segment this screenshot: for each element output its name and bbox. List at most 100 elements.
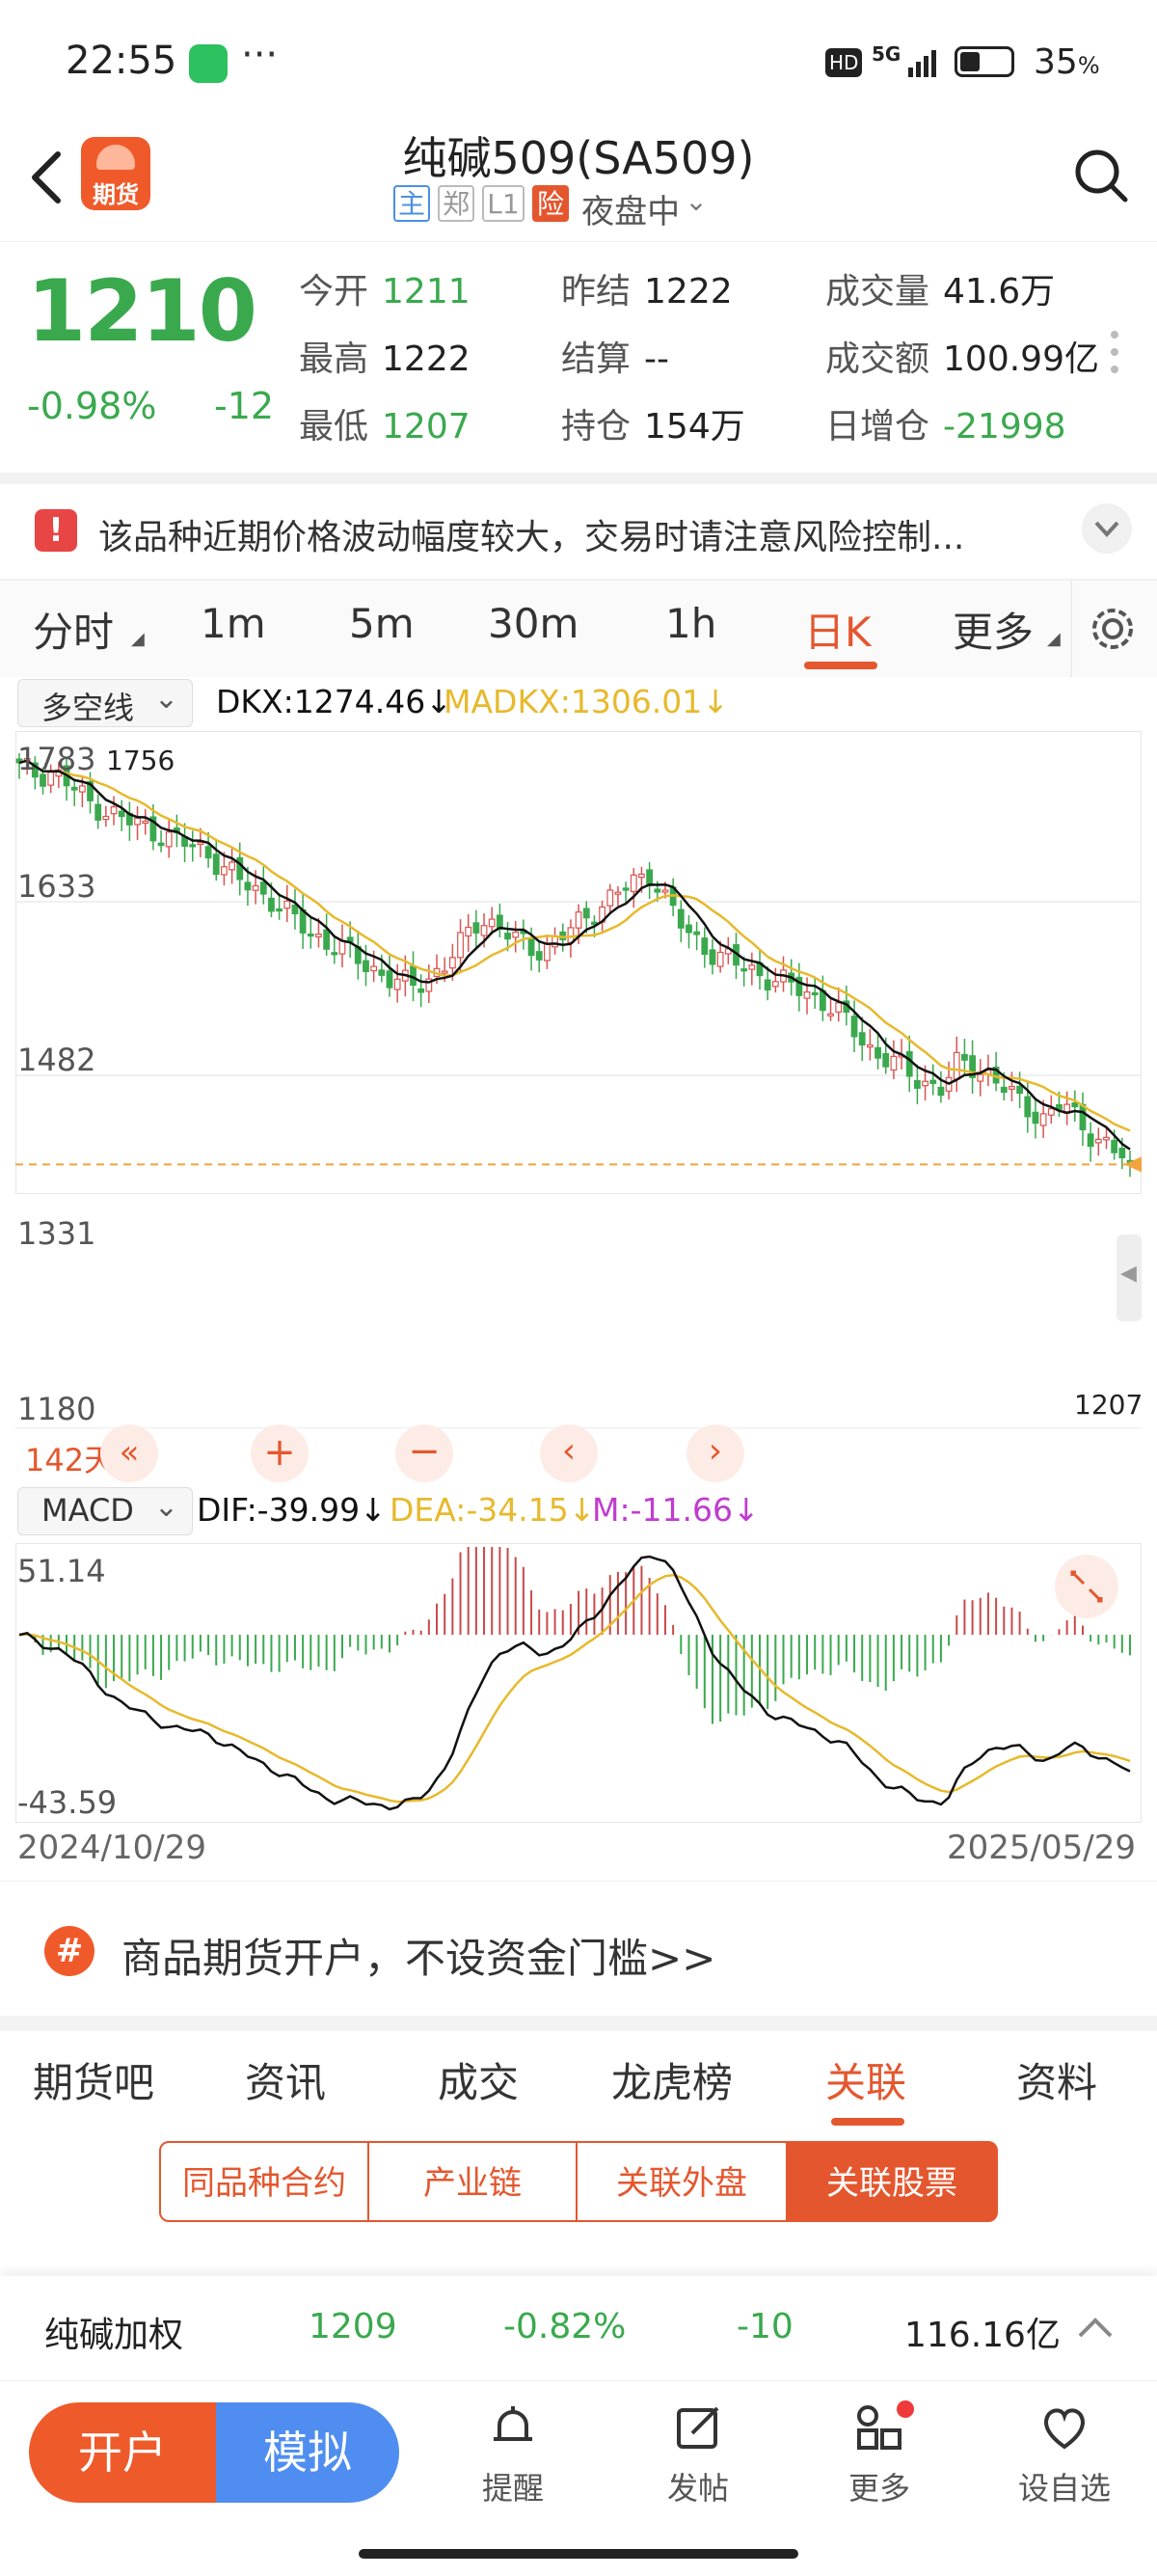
candle-body	[276, 908, 283, 912]
quote-field-label: 今开	[299, 272, 369, 312]
segment-related-stocks[interactable]: 关联股票	[786, 2141, 998, 2222]
active-tab-underline	[831, 2118, 904, 2126]
remind-button[interactable]: 提醒	[455, 2400, 571, 2508]
simulate-button[interactable]: 模拟	[216, 2402, 399, 2503]
more-button[interactable]: 更多	[821, 2400, 937, 2508]
quote-field-value: 41.6万	[943, 272, 1056, 312]
fullscreen-button[interactable]	[1055, 1555, 1118, 1618]
tab-daily-k[interactable]: 日K	[804, 609, 872, 656]
candle-body	[622, 887, 630, 891]
back-button[interactable]	[27, 149, 66, 210]
candle-body	[386, 970, 393, 989]
tab-1h[interactable]: 1h	[665, 600, 717, 647]
candle-body	[370, 965, 378, 972]
quote-field-value: 1207	[382, 407, 471, 447]
more-vertical-icon[interactable]	[1111, 331, 1120, 373]
tab-forum[interactable]: 期货吧	[33, 2059, 155, 2106]
y-label-bottom: 1180	[17, 1391, 96, 1427]
tab-ranking[interactable]: 龙虎榜	[611, 2059, 734, 2106]
candle-body	[1047, 1108, 1055, 1116]
candle-body	[142, 820, 149, 825]
candle-body	[87, 780, 94, 801]
candle-body	[244, 881, 252, 891]
candle-body	[134, 817, 141, 826]
watchlist-button[interactable]: 设自选	[1007, 2400, 1122, 2508]
dea-line	[18, 1573, 1131, 1803]
open-account-button[interactable]: 开户	[29, 2402, 216, 2503]
expand-button[interactable]	[1082, 503, 1132, 554]
macd-min-label: -43.59	[17, 1784, 118, 1821]
tag-level: L1	[482, 185, 525, 222]
post-button[interactable]: 发帖	[640, 2400, 756, 2508]
move-right-button[interactable]: ›	[686, 1424, 744, 1482]
candle-body	[457, 932, 464, 959]
side-collapse-handle[interactable]: ◀	[1117, 1234, 1142, 1321]
candle-body	[1111, 1139, 1118, 1153]
bell-icon	[494, 2406, 532, 2441]
candle-body	[567, 927, 575, 944]
tab-news[interactable]: 资讯	[245, 2059, 327, 2106]
quote-field-value: 100.99亿	[943, 339, 1099, 379]
candle-body	[197, 841, 204, 846]
candle-body	[771, 981, 779, 988]
chevron-down-icon[interactable]: ⌄	[685, 185, 708, 217]
expand-icon	[1070, 1570, 1103, 1603]
candle-body	[425, 978, 433, 992]
tab-trades[interactable]: 成交	[438, 2059, 520, 2106]
quote-field-label: 日增仓	[825, 407, 930, 447]
tab-related[interactable]: 关联	[825, 2059, 907, 2106]
kline-chart[interactable]	[15, 731, 1142, 1194]
candle-body	[709, 949, 716, 965]
settings-button[interactable]	[1088, 604, 1138, 658]
candle-body	[157, 842, 165, 847]
gear-icon	[1092, 609, 1133, 649]
candle-body	[701, 937, 709, 956]
candle-body	[874, 1046, 881, 1059]
candles-group	[15, 752, 1134, 1178]
segment-foreign-market[interactable]: 关联外盘	[576, 2141, 788, 2222]
candle-body	[94, 803, 102, 821]
search-button[interactable]	[1072, 147, 1130, 208]
related-quote-row[interactable]: 纯碱加权 1209 -0.82% -10 116.16亿	[0, 2276, 1157, 2380]
quote-field-label: 成交额	[825, 339, 930, 379]
dkx-line	[18, 759, 1131, 1151]
quote-field: 成交量 41.6万	[825, 263, 1055, 313]
quote-field: 日增仓 -21998	[825, 398, 1066, 448]
quote-field-value: --	[644, 339, 669, 379]
tab-profile[interactable]: 资料	[1016, 2059, 1098, 2106]
tab-1m[interactable]: 1m	[201, 600, 266, 647]
quote-panel: 1210 -0.98% -12 今开 1211 昨结 1222 成交量 41.6万 最高 12…	[0, 241, 1157, 474]
candle-body	[835, 1002, 843, 1013]
chevron-up-icon[interactable]	[1076, 2311, 1115, 2349]
risk-warning-bar[interactable]: ! 该品种近期价格波动幅度较大，交易时请注意风险控制...	[0, 473, 1157, 581]
session-status[interactable]: 夜盘中	[581, 193, 681, 231]
candle-body	[236, 856, 244, 881]
candle-body	[693, 931, 701, 935]
account-ad-banner[interactable]: # 商品期货开户，不设资金门槛>>	[0, 1881, 1157, 2017]
hd-badge: HD	[825, 48, 863, 77]
macd-indicator-select[interactable]: MACD ⌄	[17, 1487, 193, 1535]
zoom-in-button[interactable]: +	[251, 1424, 309, 1482]
futures-logo: 期货	[81, 137, 150, 210]
kline-frame	[15, 731, 1142, 1194]
segment-same-variety[interactable]: 同品种合约	[159, 2141, 369, 2222]
candle-body	[527, 936, 535, 957]
segment-industry-chain[interactable]: 产业链	[367, 2141, 578, 2222]
candle-body	[78, 785, 86, 793]
candle-body	[363, 960, 369, 972]
tab-timeshare[interactable]: 分时	[33, 609, 115, 656]
move-left-button[interactable]: ‹	[540, 1424, 598, 1482]
macd-chart[interactable]	[15, 1543, 1142, 1823]
macd-bars-group	[26, 1547, 1131, 1724]
main-indicator-select[interactable]: 多空线 ⌄	[17, 679, 193, 727]
heart-plus-icon	[1044, 2408, 1085, 2450]
candle-body	[552, 935, 558, 948]
zoom-out-button[interactable]: −	[395, 1424, 453, 1482]
candle-body	[1071, 1102, 1079, 1108]
tab-5m[interactable]: 5m	[349, 600, 415, 647]
tab-30m[interactable]: 30m	[488, 600, 579, 647]
tab-more[interactable]: 更多	[953, 609, 1035, 656]
high-label: 1756	[106, 745, 175, 776]
rewind-button[interactable]: «	[100, 1424, 158, 1482]
related-change: -10	[737, 2307, 794, 2346]
